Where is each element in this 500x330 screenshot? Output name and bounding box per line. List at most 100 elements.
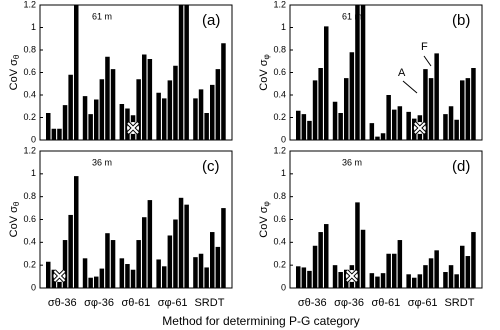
bar [338, 113, 343, 140]
height-label: 36 m [342, 157, 362, 167]
bar [178, 5, 184, 140]
bar [193, 257, 198, 288]
bar [349, 52, 355, 140]
y-axis-title-sub: φ [262, 201, 271, 206]
bar [307, 120, 312, 140]
y-tick-label: 1.2 [23, 145, 36, 155]
bar [397, 240, 403, 288]
bar [417, 274, 423, 288]
bar [125, 264, 130, 288]
bar [386, 253, 391, 288]
bar [375, 276, 380, 288]
bar [99, 79, 105, 140]
y-tick-label: 0.6 [23, 67, 36, 77]
x-tick-label: σθ-36 [298, 297, 327, 309]
bar [110, 240, 116, 288]
bar [406, 274, 411, 288]
bar [296, 110, 301, 140]
x-tick-label: σθ-36 [48, 297, 77, 309]
y-tick-label: 0.2 [273, 260, 286, 270]
y-tick-label: 0 [281, 282, 286, 292]
bar [369, 123, 375, 140]
bar [386, 95, 391, 140]
bar [454, 119, 459, 140]
bar [301, 267, 307, 288]
bar [318, 68, 323, 140]
bar [434, 53, 439, 140]
bar [46, 113, 51, 140]
y-tick-label: 0.4 [23, 237, 36, 247]
bar [94, 99, 99, 140]
y-tick-label: 0.4 [273, 237, 286, 247]
marker-cross [414, 122, 426, 134]
bar [360, 229, 366, 288]
bar [82, 258, 88, 288]
bar [465, 256, 471, 288]
bar [210, 232, 215, 288]
y-axis-title: CoV σφ [258, 201, 271, 237]
bar [184, 5, 189, 140]
bar [136, 79, 141, 140]
bar [460, 80, 465, 140]
x-tick-label: σφ-61 [408, 297, 438, 309]
bar [142, 217, 147, 288]
bar [142, 54, 147, 140]
bar [82, 96, 88, 140]
bar [355, 202, 360, 288]
marker-cross [53, 270, 66, 282]
panel-label: (b) [452, 12, 470, 29]
x-tick-label: σθ-61 [371, 297, 400, 309]
bar [428, 258, 434, 288]
bar [167, 80, 173, 140]
bar [221, 208, 226, 288]
bar [105, 233, 110, 288]
y-tick-label: 0.4 [23, 89, 36, 99]
marker-cross [346, 270, 358, 282]
bar [119, 104, 125, 140]
y-tick-label: 0.6 [23, 214, 36, 224]
annotation-arrows [402, 55, 432, 94]
y-tick-label: 1.2 [273, 0, 286, 9]
bar [375, 136, 380, 140]
y-tick-label: 0.8 [23, 191, 36, 201]
arrow [402, 80, 418, 94]
plot-frame [39, 4, 233, 141]
bar [156, 92, 161, 140]
bar [215, 69, 221, 140]
bar [162, 266, 167, 288]
bar [204, 267, 209, 288]
height-label: 61 m [92, 11, 112, 21]
bar [460, 245, 465, 288]
y-tick-label: 0.8 [273, 44, 286, 54]
bar [130, 269, 136, 288]
bar [318, 232, 323, 288]
y-tick-label: 1 [31, 22, 36, 32]
panel: 0 0.2 0.4 0.6 0.8 1 1.2 CoV σθ (a) 61 m [8, 0, 233, 144]
bar [296, 266, 301, 288]
y-tick-label: 0 [31, 282, 36, 292]
bar [312, 80, 318, 140]
bar [193, 98, 198, 140]
x-tick-label: σθ-61 [121, 297, 150, 309]
y-tick-label: 0.8 [23, 44, 36, 54]
marker-cross [127, 122, 139, 134]
y-tick-label: 1 [281, 22, 286, 32]
panel-label: (c) [202, 158, 220, 175]
bar [301, 114, 307, 140]
bar [147, 200, 153, 288]
bar [147, 59, 153, 140]
y-axis-title-sub: φ [262, 54, 271, 59]
bar [392, 109, 397, 140]
annotation: A [398, 67, 406, 79]
bar [448, 265, 454, 288]
y-tick-label: 0.6 [273, 67, 286, 77]
bar [51, 128, 57, 140]
y-tick-label: 0.2 [273, 112, 286, 122]
y-axis-title: CoV σθ [8, 54, 21, 90]
x-tick-label: σφ-36 [334, 297, 364, 309]
bar [324, 224, 329, 288]
panel-label: (d) [452, 158, 470, 175]
y-axis-title-main: CoV σ [8, 206, 20, 237]
plot-frame [39, 150, 233, 289]
